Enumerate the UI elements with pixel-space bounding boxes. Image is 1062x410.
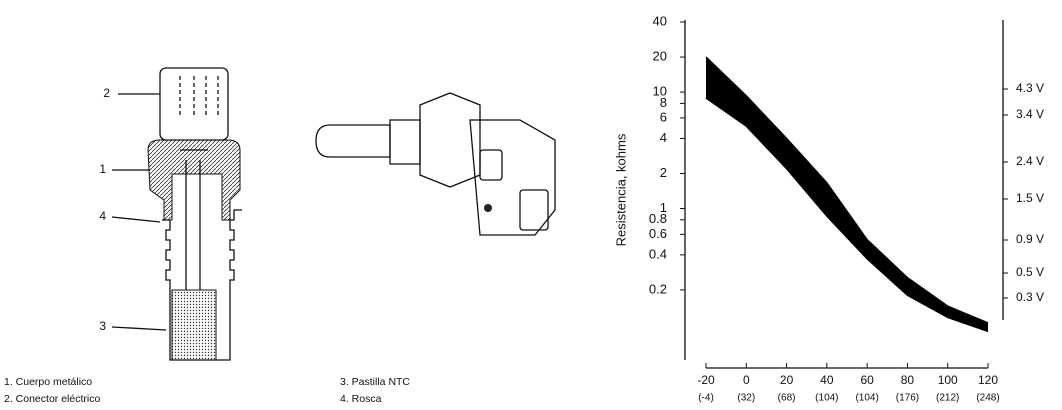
legend-item: 2. Conector eléctrico [4, 393, 100, 405]
x-tick-label: 20 [780, 373, 794, 387]
x-tick-label: 60 [860, 373, 874, 387]
x-tick-label-secondary: (68) [778, 393, 796, 404]
y-axis-label: Resistencia, kohms [613, 133, 628, 246]
y2-tick-label: 1.5 V [1016, 191, 1044, 205]
sensor-section [112, 68, 242, 360]
x-tick-label-secondary: (212) [936, 393, 959, 404]
y-tick-label: 0.2 [649, 281, 667, 296]
x-tick-label: -20 [697, 373, 715, 387]
legend-item: 4. Rosca [340, 393, 382, 405]
x-tick-label-secondary: (176) [896, 393, 919, 404]
y2-tick-label: 0.9 V [1016, 232, 1044, 246]
x-tick-label-secondary: (-4) [698, 393, 714, 404]
y-tick-label: 40 [653, 13, 667, 28]
y2-tick-label: 4.3 V [1016, 81, 1044, 95]
callout: 4 [99, 209, 106, 223]
x-tick-label: 80 [901, 373, 915, 387]
y-tick-label: 20 [653, 48, 667, 63]
x-tick-label: 0 [743, 373, 750, 387]
figure: 2 1 4 3 1. Cuerpo metálico 2. Conector e… [0, 0, 1062, 410]
y-tick-label: 0.8 [649, 211, 667, 226]
y-tick-label: 2 [660, 165, 667, 180]
y-tick-label: 6 [660, 109, 667, 124]
y2-tick-label: 3.4 V [1016, 107, 1044, 121]
callout: 3 [99, 319, 106, 333]
y-tick-label: 8 [660, 95, 667, 110]
x-tick-label-secondary: (248) [976, 393, 999, 404]
callout: 1 [99, 162, 106, 176]
x-tick-label-secondary: (104) [855, 393, 878, 404]
x-tick-label: 40 [820, 373, 834, 387]
x-tick-label: 120 [978, 373, 998, 387]
sensor-exterior [316, 93, 555, 235]
page: 2 1 4 3 1. Cuerpo metálico 2. Conector e… [0, 0, 1062, 410]
y2-tick-label: 0.5 V [1016, 265, 1044, 279]
y-tick-label: 0.4 [649, 246, 667, 261]
x-tick-label: 100 [938, 373, 958, 387]
band-edge [706, 57, 988, 323]
callout: 2 [103, 86, 110, 100]
legend-item: 3. Pastilla NTC [340, 376, 410, 388]
y-tick-label: 0.6 [649, 226, 667, 241]
y2-tick-label: 0.3 V [1016, 290, 1044, 304]
y-tick-label: 4 [660, 130, 667, 145]
x-tick-label-secondary: (32) [737, 393, 755, 404]
legend-item: 1. Cuerpo metálico [4, 376, 92, 388]
y2-tick-label: 2.4 V [1016, 154, 1044, 168]
x-tick-label-secondary: (104) [815, 393, 838, 404]
